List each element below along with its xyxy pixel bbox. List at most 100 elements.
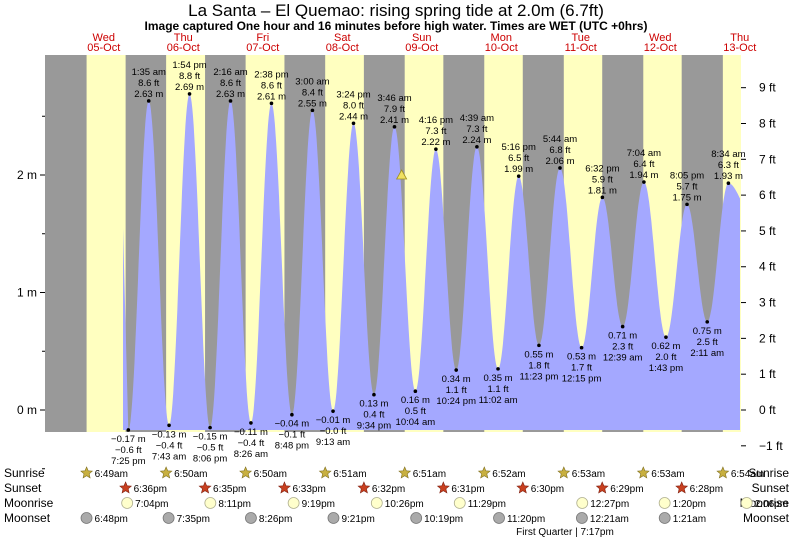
sunset-icon <box>595 481 609 494</box>
low-tide-point <box>126 428 131 432</box>
low-tide-point <box>620 324 625 329</box>
moonset-time: 9:21pm <box>341 514 374 525</box>
day-header-dow: Sat <box>334 32 351 44</box>
high-tide-m: 2.55 m <box>298 98 327 109</box>
moonrise-icon <box>287 497 300 509</box>
low-tide-time: 2:11 am <box>690 348 724 359</box>
sunrise-time: 6:51am <box>413 469 446 480</box>
sunset-time: 6:30pm <box>531 484 564 495</box>
day-header-date: 10-Oct <box>485 42 518 54</box>
sunset-time: 6:35pm <box>213 484 246 495</box>
moonrise-row-label-right: Moonrise <box>740 496 790 510</box>
low-tide-point <box>579 345 584 350</box>
moonrise-icon <box>740 497 753 509</box>
sunrise-icon <box>557 466 571 479</box>
day-header-dow: Tue <box>571 32 590 44</box>
right-axis-label: 1 ft <box>759 367 776 381</box>
high-tide-time: 5:44 am <box>543 134 577 145</box>
low-tide-point <box>454 368 459 372</box>
high-tide-m: 2.63 m <box>216 89 245 100</box>
sunset-icon <box>436 481 450 494</box>
high-tide-m: 2.22 m <box>421 137 450 148</box>
moonrise-icon <box>576 497 589 509</box>
moon-phase-note: First Quarter | 7:17pm <box>516 527 614 538</box>
high-tide-point <box>685 202 689 207</box>
tide-area <box>123 93 740 431</box>
moonset-time: 8:26pm <box>259 514 292 525</box>
high-tide-point <box>269 101 274 106</box>
moonset-time: 7:35pm <box>177 514 210 525</box>
moonrise-time: 12:27pm <box>590 499 629 510</box>
moonset-row-label-right: Moonset <box>743 511 790 525</box>
sunrise-icon <box>80 466 94 479</box>
day-header-dow: Wed <box>649 32 671 44</box>
low-tide-time: 12:15 pm <box>562 374 602 385</box>
low-tide-ft: −0.6 ft <box>115 445 142 456</box>
left-axis-label: 1 m <box>17 286 37 300</box>
moonrise-time: 1:20pm <box>673 499 706 510</box>
moonset-time: 10:19pm <box>424 514 463 525</box>
low-tide-ft: 1.1 ft <box>487 384 508 395</box>
low-tide-ft: 0.4 ft <box>363 410 384 421</box>
low-tide-time: 8:26 am <box>234 449 268 460</box>
sunset-icon <box>119 481 133 494</box>
sunset-row-label-right: Sunset <box>752 481 790 495</box>
day-header-dow: Thu <box>174 32 193 44</box>
low-tide-time: 8:06 pm <box>193 454 227 465</box>
sunrise-icon <box>159 466 173 479</box>
high-tide-ft: 7.3 ft <box>466 124 487 135</box>
high-tide-ft: 8.6 ft <box>220 78 241 89</box>
right-axis-label: 9 ft <box>759 81 776 95</box>
low-tide-time: 10:24 pm <box>436 396 476 407</box>
low-tide-time: 8:48 pm <box>275 441 309 452</box>
high-tide-time: 2:38 pm <box>254 69 288 80</box>
high-tide-ft: 6.4 ft <box>633 159 654 170</box>
sunrise-time: 6:53am <box>651 469 684 480</box>
moonrise-icon <box>204 497 217 509</box>
low-tide-ft: 1.7 ft <box>571 363 592 374</box>
day-header-date: 06-Oct <box>167 42 200 54</box>
high-tide-time: 5:16 pm <box>502 142 536 153</box>
low-tide-ft: −0.5 ft <box>197 443 224 454</box>
day-header-date: 08-Oct <box>326 42 359 54</box>
moonrise-time: 9:19pm <box>302 499 335 510</box>
low-tide-m: 0.55 m <box>524 349 553 360</box>
low-tide-point <box>537 343 541 348</box>
tide-curve <box>123 93 740 431</box>
low-tide-time: 11:02 am <box>479 395 518 406</box>
high-tide-ft: 8.0 ft <box>343 100 364 111</box>
high-tide-point <box>726 181 731 186</box>
moonset-icon <box>80 512 93 524</box>
moonrise-icon <box>370 497 383 509</box>
sunrise-row-label-right: Sunrise <box>748 466 789 480</box>
moonrise-icon <box>121 497 134 509</box>
moonset-icon <box>658 512 671 524</box>
day-header-dow: Wed <box>93 32 115 44</box>
axes: 0 m 1 m 2 m −1 ft 0 ft 1 ft 2 ft 3 ft 4 ft 5 ft 6 … <box>17 81 783 470</box>
right-axis-label: 8 ft <box>759 116 776 130</box>
high-tide-point <box>600 195 605 200</box>
sunrise-icon <box>716 466 730 479</box>
day-header-date: 07-Oct <box>246 42 279 54</box>
high-tide-m: 1.75 m <box>672 192 701 203</box>
low-tide-m: −0.04 m <box>275 419 310 430</box>
day-header-date: 13-Oct <box>723 42 756 54</box>
sunrise-time: 6:54am <box>731 469 764 480</box>
high-tide-point <box>558 166 562 170</box>
high-tide-m: 2.41 m <box>380 115 409 126</box>
high-tide-m: 1.81 m <box>588 185 617 196</box>
sunset-time: 6:28pm <box>690 484 723 495</box>
high-tide-point <box>516 174 521 178</box>
low-tide-point <box>167 423 171 428</box>
moonrise-row-label-left: Moonrise <box>4 496 54 510</box>
sunrise-icon <box>477 466 491 479</box>
high-tide-time: 3:46 am <box>377 93 411 104</box>
moonrise-time: 2:06pm <box>755 499 788 510</box>
moonset-icon <box>245 512 257 524</box>
right-axis-label: 3 ft <box>759 296 776 310</box>
low-tide-time: 1:43 pm <box>649 363 683 374</box>
high-tide-ft: 7.3 ft <box>425 126 446 137</box>
sunset-icon <box>516 481 530 494</box>
low-tide-m: −0.01 m <box>316 415 351 426</box>
low-tide-time: 9:34 pm <box>357 421 391 432</box>
